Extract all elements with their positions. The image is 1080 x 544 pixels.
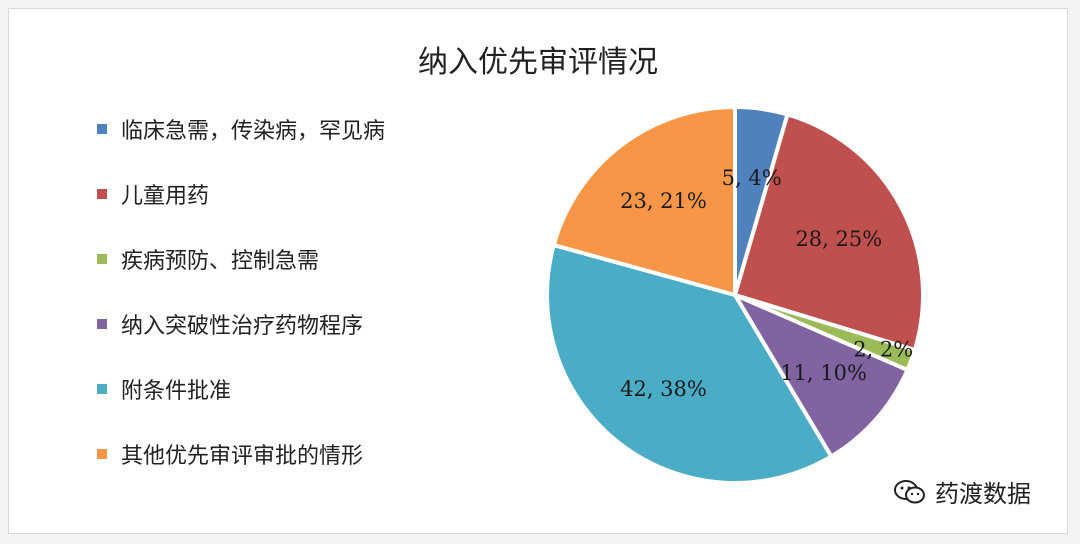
pie-chart: 5, 4% 28, 25% 2, 2%11, 10% 42, 38% 23, 21% <box>545 105 925 485</box>
legend-label: 附条件批准 <box>121 379 232 404</box>
data-label: 23, 21% <box>620 189 707 213</box>
legend-item: 儿童用药 <box>97 178 385 243</box>
legend-label: 疾病预防、控制急需 <box>121 249 320 274</box>
legend-swatch <box>97 189 107 199</box>
chart-title: 纳入优先审评情况 <box>418 45 658 80</box>
data-label: 11, 10% <box>780 361 867 385</box>
watermark-text: 药渡数据 <box>935 480 1031 508</box>
legend-item: 纳入突破性治疗药物程序 <box>97 308 385 373</box>
pie-slice <box>545 243 834 485</box>
legend-item: 临床急需，传染病，罕见病 <box>97 113 385 178</box>
legend-item: 疾病预防、控制急需 <box>97 243 385 308</box>
legend-swatch <box>97 449 107 459</box>
pie-labels: 5, 4% 28, 25% 2, 2%11, 10% 42, 38% 23, 21% <box>620 166 913 401</box>
pie-slice <box>733 112 925 353</box>
legend: 临床急需，传染病，罕见病 儿童用药 疾病预防、控制急需 纳入突破性治疗药物程序 … <box>97 113 385 503</box>
legend-label: 儿童用药 <box>121 184 210 209</box>
data-label: 2, 2% <box>853 338 913 362</box>
legend-swatch <box>97 319 107 329</box>
data-label: 28, 25% <box>795 227 882 251</box>
legend-item: 其他优先审评审批的情形 <box>97 438 385 503</box>
chart-frame: 纳入优先审评情况 临床急需，传染病，罕见病 儿童用药 疾病预防、控制急需 纳入突… <box>8 8 1068 534</box>
data-label: 42, 38% <box>620 377 707 401</box>
legend-swatch <box>97 384 107 394</box>
legend-label: 临床急需，传染病，罕见病 <box>121 119 386 144</box>
pie-slices <box>545 105 925 485</box>
legend-label: 纳入突破性治疗药物程序 <box>121 314 364 339</box>
pie-slice <box>733 293 910 459</box>
legend-swatch <box>97 254 107 264</box>
legend-label: 其他优先审评审批的情形 <box>121 444 364 469</box>
wechat-icon <box>894 479 925 503</box>
data-label: 5, 4% <box>722 166 782 190</box>
pie-slice <box>551 105 737 297</box>
legend-swatch <box>97 124 107 134</box>
legend-item: 附条件批准 <box>97 373 385 438</box>
watermark: 药渡数据 <box>893 474 1031 509</box>
